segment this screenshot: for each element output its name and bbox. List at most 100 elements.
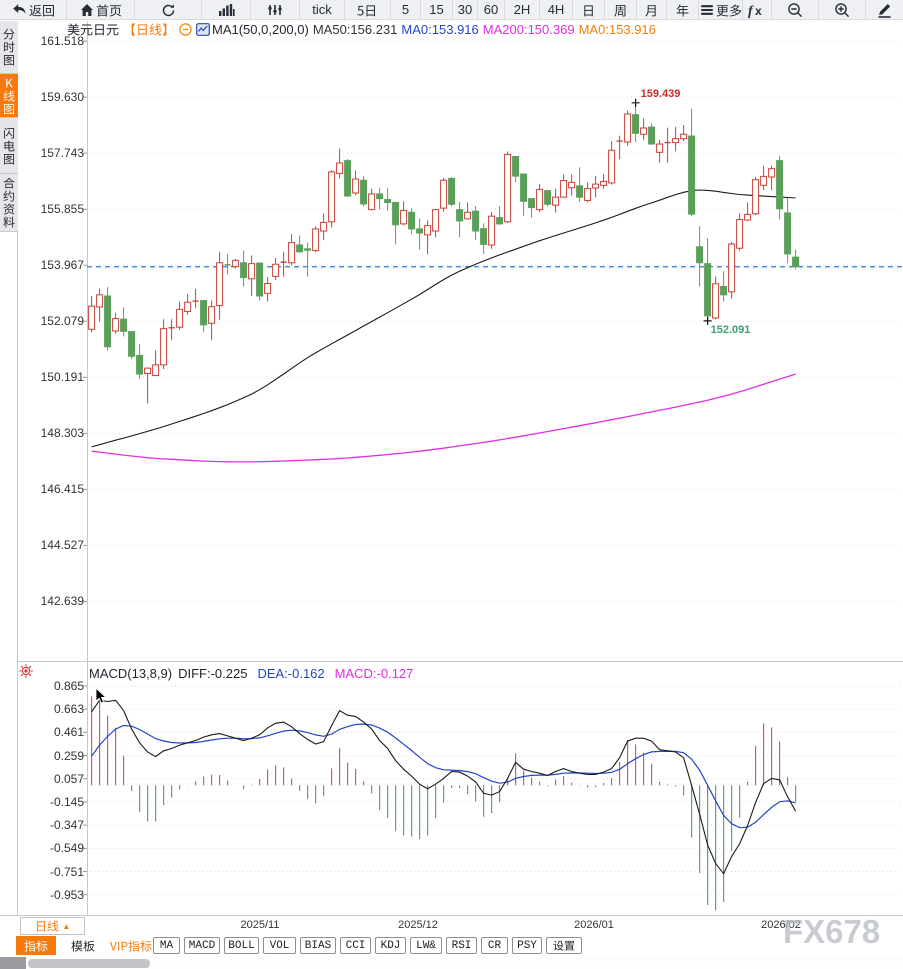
zoom-out-button[interactable] (772, 0, 819, 20)
macd-axis-label: 0.057 (53, 771, 84, 786)
indicator-button-lw_amp[interactable]: LW& (410, 937, 442, 954)
volume-bars-icon (267, 3, 283, 17)
toolbar-item-label (28, 4, 55, 17)
macd-value: MACD:-0.127 (334, 666, 414, 681)
toolbar-item-label (716, 3, 742, 17)
sidebar-tab-flash-chart[interactable] (0, 118, 18, 174)
sidebar-tab-label (3, 127, 15, 165)
ma0-orange-value: MA0:153.916 (578, 21, 656, 37)
indicator-select-icon[interactable] (18, 663, 34, 679)
sidebar-tab-contract-info[interactable] (0, 174, 18, 232)
symbol-name (67, 22, 119, 36)
macd-title: MACD(13,8,9) (89, 666, 173, 681)
indicator-button-label: MACD (188, 939, 216, 952)
toolbar-item-label (357, 4, 377, 17)
indicator-button-cci[interactable]: CCI (340, 937, 371, 954)
price-axis-label: 153.967 (40, 258, 84, 273)
x-axis-label: 2026/01 (574, 919, 614, 931)
period-selector-label (35, 920, 59, 932)
toolbar-item-label: 60 (483, 2, 499, 17)
toolbar-item-label (676, 3, 689, 17)
scrollbar-thumb[interactable] (28, 959, 150, 968)
indicator-button-label: MA (159, 939, 174, 952)
watermark: FX678 (783, 913, 881, 950)
sidebar (0, 21, 18, 915)
refresh-icon (161, 3, 176, 18)
draw-button[interactable] (866, 0, 903, 20)
tab-vip-indicators[interactable] (110, 936, 152, 955)
ma200-value: MA200:150.369 (482, 21, 575, 37)
x-axis-label: 2026/02 (761, 919, 801, 931)
indicator-button-cr[interactable]: CR (481, 937, 508, 954)
toolbar-item-label: 4H (547, 2, 565, 17)
more-button[interactable] (699, 0, 743, 20)
period-tag (123, 22, 175, 36)
price-axis-label: 144.527 (40, 538, 84, 553)
macd-axis-label: -0.549 (49, 841, 84, 856)
kline-chart-button[interactable] (202, 0, 251, 20)
tab-indicators[interactable] (16, 936, 56, 955)
sidebar-tab-label (3, 28, 15, 66)
menu-icon (700, 4, 714, 16)
interval-week-button[interactable] (605, 0, 637, 20)
price-axis-label: 146.415 (40, 482, 84, 497)
interval-60m-button[interactable]: 60 (478, 0, 505, 20)
interval-year-button[interactable] (667, 0, 699, 20)
sidebar-tab-label (3, 177, 15, 228)
back-button[interactable] (0, 0, 67, 20)
sidebar-tab-kline-chart[interactable] (0, 74, 18, 118)
price-axis-label: 150.191 (40, 370, 84, 385)
macd-header: MACD(13,8,9) DIFF:-0.225 DEA:-0.162 MACD… (89, 666, 423, 681)
tab-vip-indicators-label (110, 939, 152, 952)
home-button[interactable] (67, 0, 135, 20)
ma0-blue-value: MA0:153.916 (401, 21, 479, 37)
macd-axis-label: 0.259 (53, 748, 84, 763)
interval-4h-button[interactable]: 4H (540, 0, 573, 20)
interval-5d-button[interactable] (345, 0, 391, 20)
interval-2h-button[interactable]: 2H (505, 0, 540, 20)
toolbar-item-label (645, 4, 658, 17)
zoom-out-icon (787, 2, 804, 19)
macd-axis-label: -0.953 (49, 887, 84, 902)
indicator-button-label: BIAS (304, 939, 332, 952)
home-icon (80, 3, 94, 17)
settings-button[interactable] (546, 937, 582, 954)
interval-15m-button[interactable]: 15 (421, 0, 453, 20)
indicator-button-label: BOLL (228, 939, 255, 952)
indicator-button-bias[interactable]: BIAS (300, 937, 336, 954)
interval-day-button[interactable] (573, 0, 605, 20)
tab-templates[interactable] (57, 936, 109, 955)
indicator-button-macd[interactable]: MACD (184, 937, 220, 954)
x-axis-row: ▲ (0, 915, 903, 936)
macd-axis-label: 0.461 (53, 725, 84, 740)
indicator-button-ma[interactable]: MA (153, 937, 180, 954)
period-selector-button[interactable]: ▲ (20, 917, 85, 935)
interval-5m-button[interactable]: 5 (391, 0, 421, 20)
indicator-button-kdj[interactable]: KDJ (375, 937, 406, 954)
interval-30m-button[interactable]: 30 (453, 0, 478, 20)
zoom-in-button[interactable] (819, 0, 866, 20)
refresh-button[interactable] (135, 0, 202, 20)
interval-month-button[interactable] (637, 0, 667, 20)
indicator-button-vol[interactable]: VOL (263, 937, 296, 954)
macd-axis-label: -0.751 (49, 864, 84, 879)
indicator-button-label: VOL (269, 939, 290, 952)
chart-header: MA1(50,0,200,0) MA50:156.231 MA0:153.916… (67, 21, 660, 37)
interval-tick-button[interactable]: tick (300, 0, 345, 20)
ma-settings-label: MA1(50,0,200,0) (212, 21, 309, 37)
price-axis-label: 159.630 (40, 90, 84, 105)
indicator-button-psy[interactable]: PSY (512, 937, 542, 954)
bottom-tab-bar: MA MACD BOLL VOL BIAS CCI KDJ LW& RSI CR… (0, 936, 903, 956)
toolbar-item-label (96, 3, 122, 17)
indicator-button-rsi[interactable]: RSI (446, 937, 477, 954)
indicator-button-label: KDJ (380, 939, 401, 952)
indicator-button-boll[interactable]: BOLL (224, 937, 259, 954)
volume-bars-button[interactable] (251, 0, 300, 20)
indicator-button-label: RSI (451, 939, 472, 952)
sidebar-tab-time-chart[interactable] (0, 21, 18, 74)
collapse-pane-icon[interactable] (179, 22, 192, 36)
low-price-annotation: 152.091 (710, 323, 751, 336)
